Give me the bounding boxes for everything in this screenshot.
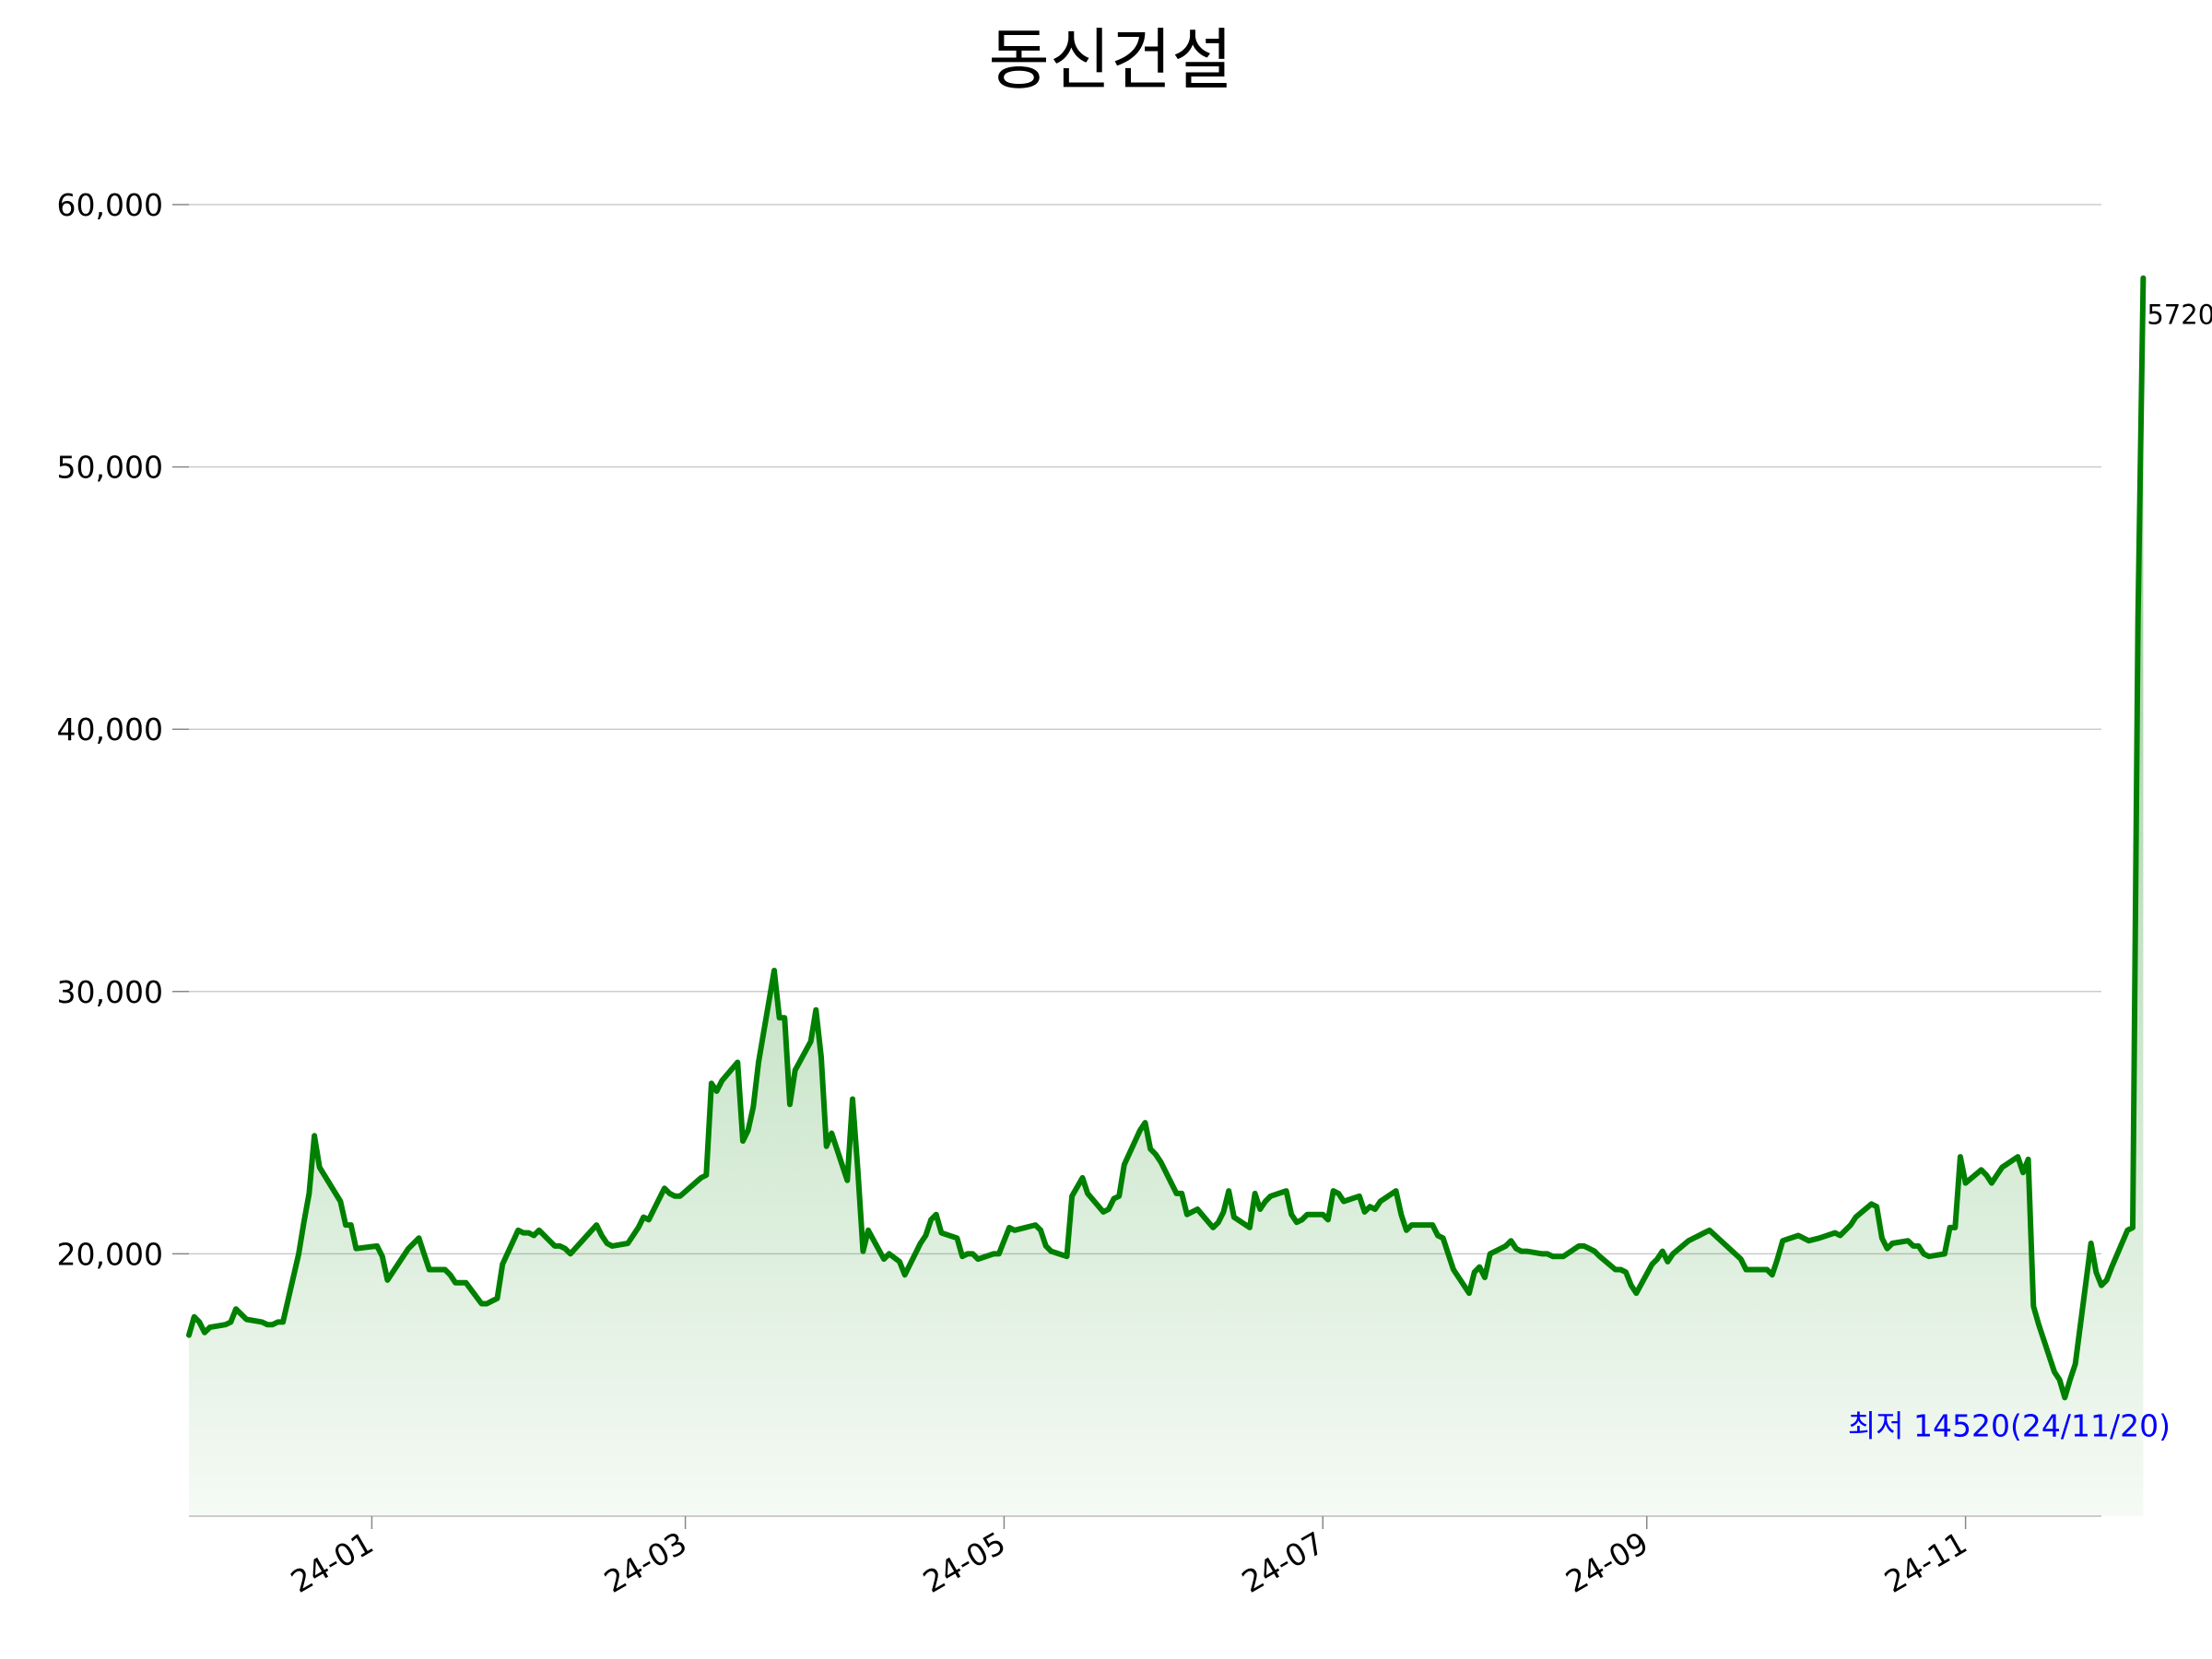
x-tick-label: 24-11 xyxy=(1878,1524,1973,1600)
y-tick-label: 50,000 xyxy=(57,450,163,486)
last-value-label: 57200 xyxy=(2147,300,2212,331)
grid-lines xyxy=(189,204,2101,1255)
x-tick-label: 24-03 xyxy=(598,1524,693,1600)
y-tick-label: 40,000 xyxy=(57,712,163,747)
x-axis: 24-01 24-03 24-05 24-07 24-09 24-11 xyxy=(189,1515,2101,1600)
x-tick-label: 24-09 xyxy=(1559,1524,1654,1600)
y-axis: 20,000 30,000 40,000 50,000 60,000 xyxy=(57,187,189,1272)
min-value-label: 최저 14520(24/11/20) xyxy=(1848,1407,2171,1443)
chart-title: 동신건설 xyxy=(989,21,1233,99)
x-tick-label: 24-05 xyxy=(917,1524,1012,1600)
y-tick-label: 60,000 xyxy=(57,187,163,223)
x-tick-label: 24-01 xyxy=(285,1524,380,1600)
annotations: 57200 최저 14520(24/11/20) xyxy=(1848,300,2212,1444)
y-tick-label: 20,000 xyxy=(57,1236,163,1272)
plot-area xyxy=(186,275,2147,1517)
price-line xyxy=(186,275,2147,1401)
price-area-fill xyxy=(189,277,2144,1517)
y-tick-label: 30,000 xyxy=(57,974,163,1010)
x-tick-label: 24-07 xyxy=(1236,1524,1331,1600)
